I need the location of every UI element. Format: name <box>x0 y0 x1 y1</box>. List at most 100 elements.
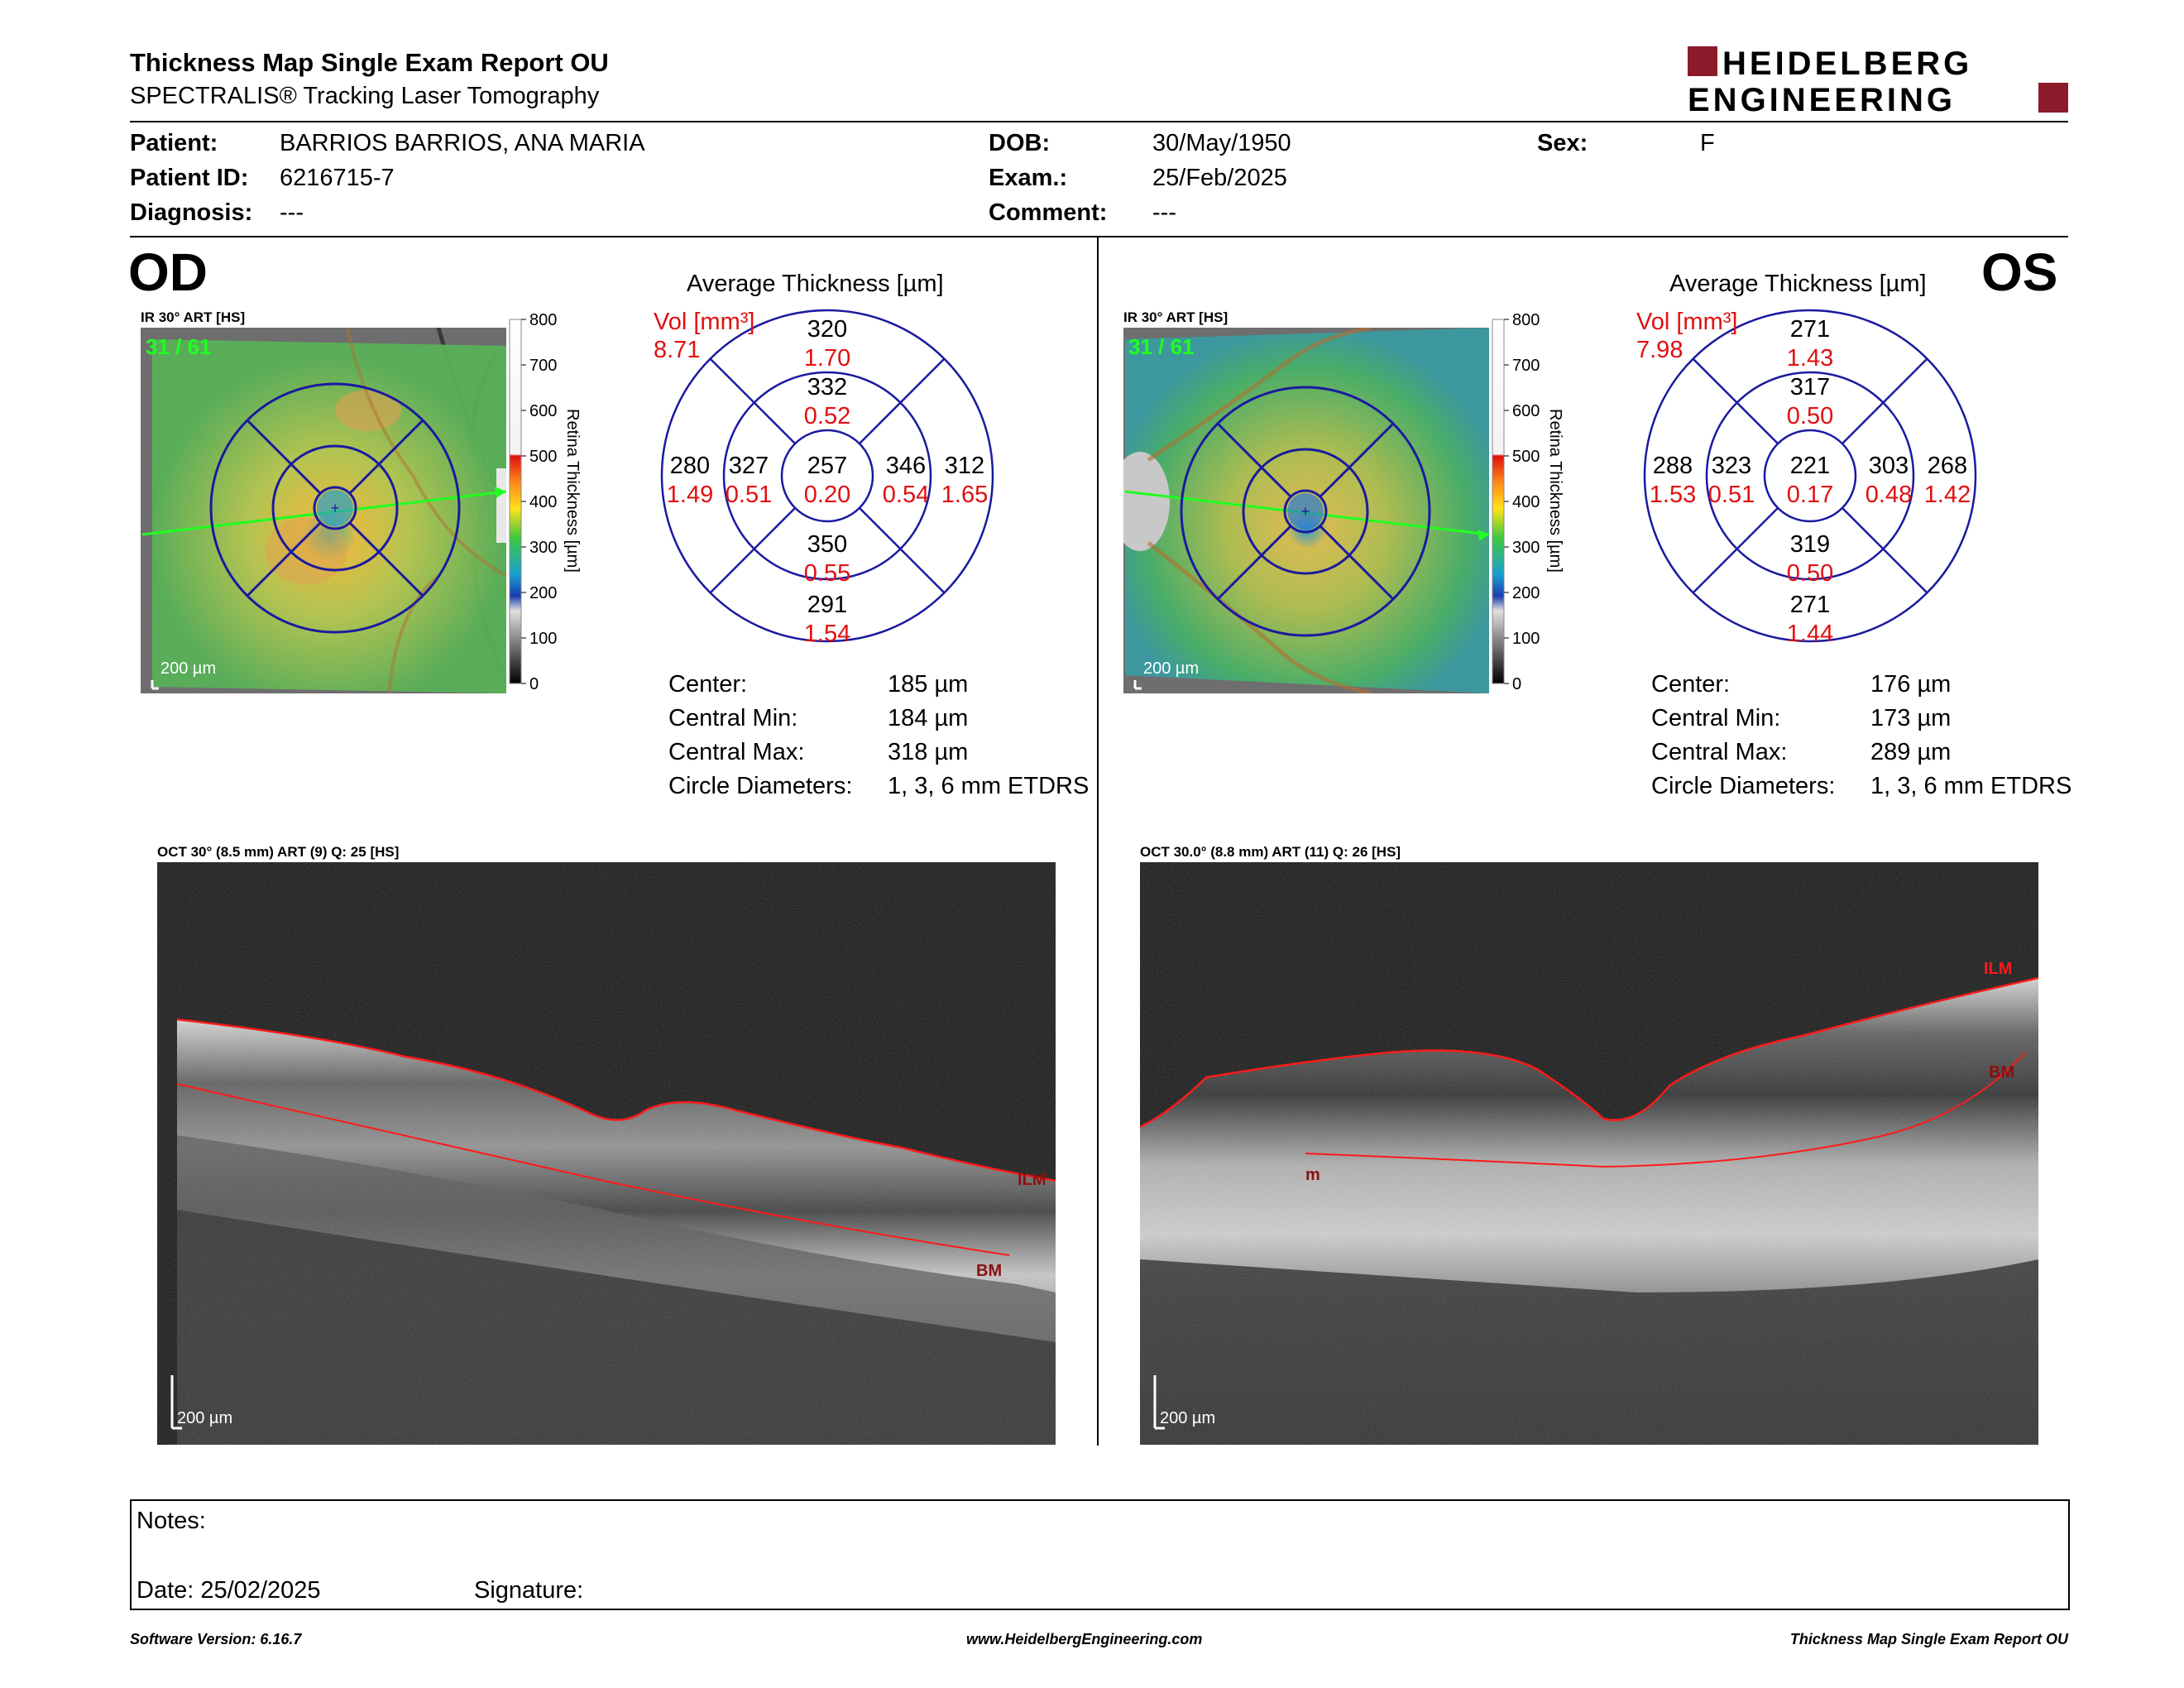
svg-text:271: 271 <box>1790 316 1830 343</box>
svg-text:+: + <box>1301 503 1310 520</box>
logo-text-line1: HEIDELBERG <box>1722 46 1972 82</box>
svg-text:0.51: 0.51 <box>726 482 772 508</box>
svg-text:0.51: 0.51 <box>1708 482 1755 508</box>
od-frame-counter: 31 / 61 <box>146 334 212 359</box>
od-total-vol: 8.71 <box>654 337 701 363</box>
od-oct-scale: 200 µm <box>177 1409 232 1427</box>
od-center-label: Center: <box>668 671 748 698</box>
os-center-label: Center: <box>1651 671 1731 698</box>
signature-label: Signature: <box>474 1577 584 1604</box>
od-avg-title: Average Thickness [µm] <box>687 271 944 297</box>
svg-text:200: 200 <box>1512 584 1540 602</box>
od-colorbar: 800 700 600 500 400 300 200 100 0 Retina… <box>508 311 586 693</box>
os-colorbar: 800 700 600 500 400 300 200 100 0 Retina… <box>1491 311 1569 693</box>
svg-text:1.49: 1.49 <box>667 482 713 508</box>
os-max-label: Central Max: <box>1651 739 1788 765</box>
svg-text:700: 700 <box>529 357 557 375</box>
os-max-value: 289 µm <box>1870 739 1952 765</box>
notes-box: Notes: Date: 25/02/2025 Signature: <box>130 1499 2070 1610</box>
svg-text:0.17: 0.17 <box>1787 482 1833 508</box>
column-divider <box>1097 237 1099 1446</box>
os-min-label: Central Min: <box>1651 705 1781 731</box>
os-oct-scan: ILM BM m 200 µm <box>1139 862 2039 1445</box>
svg-text:100: 100 <box>1512 630 1540 648</box>
svg-text:800: 800 <box>529 311 557 329</box>
od-ilm-label: ILM <box>1018 1171 1046 1189</box>
svg-text:1.42: 1.42 <box>1924 482 1971 508</box>
comment-value: --- <box>1152 199 1176 226</box>
svg-text:280: 280 <box>670 453 710 479</box>
od-center-value: 185 µm <box>888 671 969 698</box>
notes-label: Notes: <box>136 1508 206 1534</box>
footer-report-name: Thickness Map Single Exam Report OU <box>1789 1631 2068 1647</box>
svg-text:500: 500 <box>529 448 557 466</box>
svg-text:700: 700 <box>1512 357 1540 375</box>
od-circle-label: Circle Diameters: <box>668 773 853 799</box>
od-thickness-map: + 31 / 61 200 µm <box>141 327 509 694</box>
svg-text:0.48: 0.48 <box>1866 482 1912 508</box>
comment-label: Comment: <box>989 199 1108 226</box>
footer-website[interactable]: www.HeidelbergEngineering.com <box>966 1631 1203 1647</box>
diagnosis-value: --- <box>280 199 304 226</box>
svg-text:346: 346 <box>886 453 926 479</box>
svg-text:1.43: 1.43 <box>1787 345 1833 372</box>
svg-text:221: 221 <box>1790 453 1830 479</box>
svg-text:0.50: 0.50 <box>1787 403 1833 429</box>
patient-id: 6216715-7 <box>280 165 395 191</box>
svg-text:350: 350 <box>807 531 847 558</box>
dob-label: DOB: <box>989 130 1051 156</box>
svg-text:317: 317 <box>1790 374 1830 400</box>
svg-text:800: 800 <box>1512 311 1540 329</box>
os-map-scale: 200 µm <box>1143 659 1199 678</box>
os-colorbar-label: Retina Thickness [µm] <box>1546 409 1564 573</box>
os-center-value: 176 µm <box>1870 671 1952 698</box>
patient-label: Patient: <box>130 130 218 156</box>
svg-text:1.44: 1.44 <box>1787 621 1833 647</box>
os-circle-value: 1, 3, 6 mm ETDRS <box>1870 773 2072 799</box>
od-ir-label: IR 30° ART [HS] <box>141 309 246 325</box>
sex-label: Sex: <box>1537 130 1588 156</box>
svg-text:257: 257 <box>807 453 847 479</box>
logo-text-line2: ENGINEERING <box>1688 82 1956 116</box>
os-min-value: 173 µm <box>1870 705 1952 731</box>
os-ilm-label: ILM <box>1984 960 2012 978</box>
od-min-label: Central Min: <box>668 705 798 731</box>
svg-text:300: 300 <box>529 539 557 557</box>
od-circle-value: 1, 3, 6 mm ETDRS <box>888 773 1090 799</box>
svg-text:300: 300 <box>1512 539 1540 557</box>
sex-value: F <box>1700 130 1715 156</box>
svg-text:323: 323 <box>1712 453 1751 479</box>
patient-name: BARRIOS BARRIOS, ANA MARIA <box>280 130 645 156</box>
svg-text:100: 100 <box>529 630 557 648</box>
footer-software: Software Version: 6.16.7 <box>130 1631 302 1647</box>
heidelberg-logo: HEIDELBERG ENGINEERING <box>1688 45 2068 118</box>
svg-text:291: 291 <box>807 592 847 618</box>
od-max-value: 318 µm <box>888 739 969 765</box>
svg-text:500: 500 <box>1512 448 1540 466</box>
od-vol-label: Vol [mm³] <box>654 309 755 335</box>
svg-text:332: 332 <box>807 374 847 400</box>
logo-square-bottom <box>2038 83 2068 113</box>
svg-text:1.54: 1.54 <box>804 621 850 647</box>
svg-text:312: 312 <box>945 453 984 479</box>
svg-text:600: 600 <box>1512 402 1540 420</box>
svg-text:400: 400 <box>529 493 557 511</box>
svg-text:319: 319 <box>1790 531 1830 558</box>
svg-text:0.50: 0.50 <box>1787 560 1833 587</box>
os-frame-counter: 31 / 61 <box>1128 334 1195 359</box>
od-bm-label: BM <box>976 1262 1002 1280</box>
svg-text:327: 327 <box>729 453 769 479</box>
svg-text:1.65: 1.65 <box>941 482 988 508</box>
svg-text:0.20: 0.20 <box>804 482 850 508</box>
svg-text:0: 0 <box>529 675 539 693</box>
os-thickness-map: + 31 / 61 200 µm <box>1110 325 1490 696</box>
os-bm-label: BM <box>1989 1063 2014 1081</box>
svg-text:0.54: 0.54 <box>883 482 929 508</box>
svg-text:400: 400 <box>1512 493 1540 511</box>
svg-text:600: 600 <box>529 402 557 420</box>
svg-text:1.53: 1.53 <box>1650 482 1696 508</box>
svg-text:303: 303 <box>1869 453 1909 479</box>
svg-text:268: 268 <box>1928 453 1967 479</box>
od-map-scale: 200 µm <box>160 659 216 678</box>
od-max-label: Central Max: <box>668 739 805 765</box>
